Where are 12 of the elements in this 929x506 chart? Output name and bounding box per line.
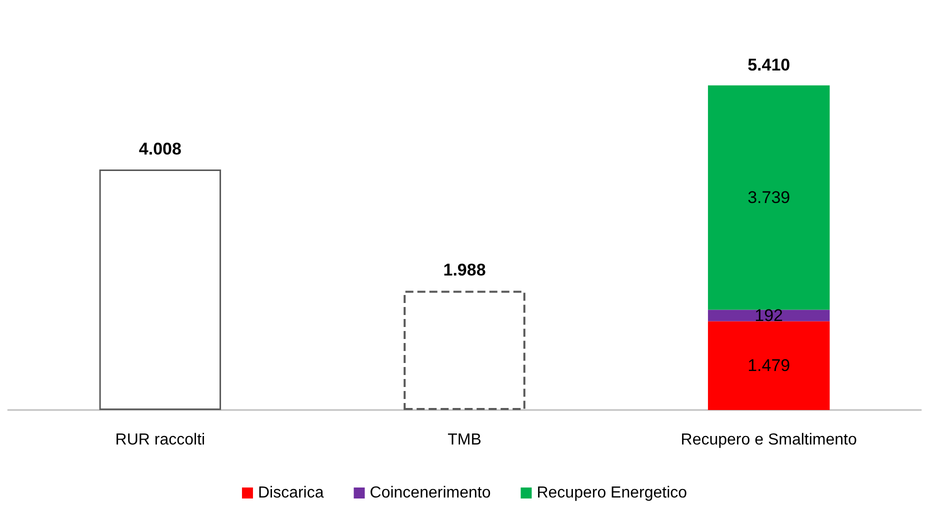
legend-label: Recupero Energetico	[536, 484, 688, 502]
data-label: 1.479	[748, 356, 790, 376]
data-label: 192	[754, 306, 784, 325]
x-tick-label: RUR raccolti	[115, 432, 206, 448]
legend-label: Coincenerimento	[370, 484, 491, 502]
legend-label: Discarica	[258, 484, 324, 502]
data-label: 3.739	[748, 188, 790, 208]
total-label: 5.410	[748, 55, 790, 74]
x-tick-label: Recupero e Smaltimento	[680, 432, 857, 448]
data-label: 4.008	[138, 140, 182, 159]
data-label: 1.988	[443, 260, 486, 280]
x-tick-label: TMB	[448, 432, 482, 448]
